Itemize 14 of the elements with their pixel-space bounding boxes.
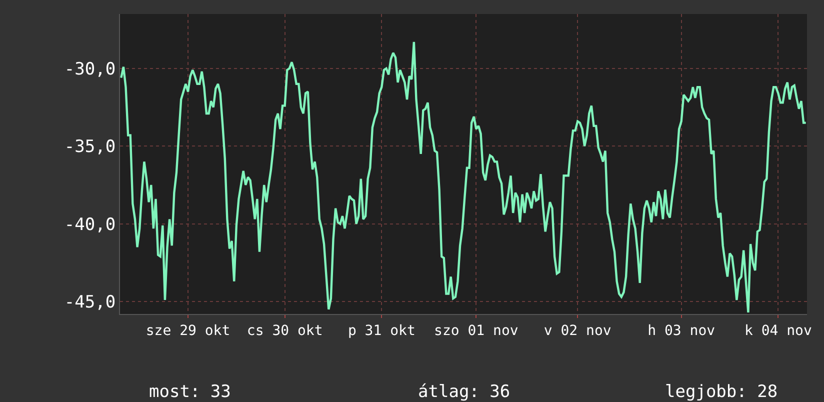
x-tick-label: v 02 nov <box>544 322 612 339</box>
x-tick-label: sze 29 okt <box>146 322 230 339</box>
y-tick-label: -45,0 <box>64 292 116 313</box>
y-tick-label: -40,0 <box>64 214 116 235</box>
y-tick-label: -30,0 <box>64 59 116 80</box>
x-tick-label: h 03 nov <box>648 322 716 339</box>
text: átlag: 36 <box>418 382 510 402</box>
x-tick-label: k 04 nov <box>744 322 812 339</box>
x-tick-label: cs 30 okt <box>246 322 323 339</box>
y-tick-label: -35,0 <box>64 137 116 158</box>
text: legjobb: 28 <box>665 382 778 402</box>
text: most: 33 <box>149 382 231 402</box>
x-tick-label: szo 01 nov <box>434 322 518 339</box>
x-tick-label: p 31 okt <box>348 322 416 339</box>
